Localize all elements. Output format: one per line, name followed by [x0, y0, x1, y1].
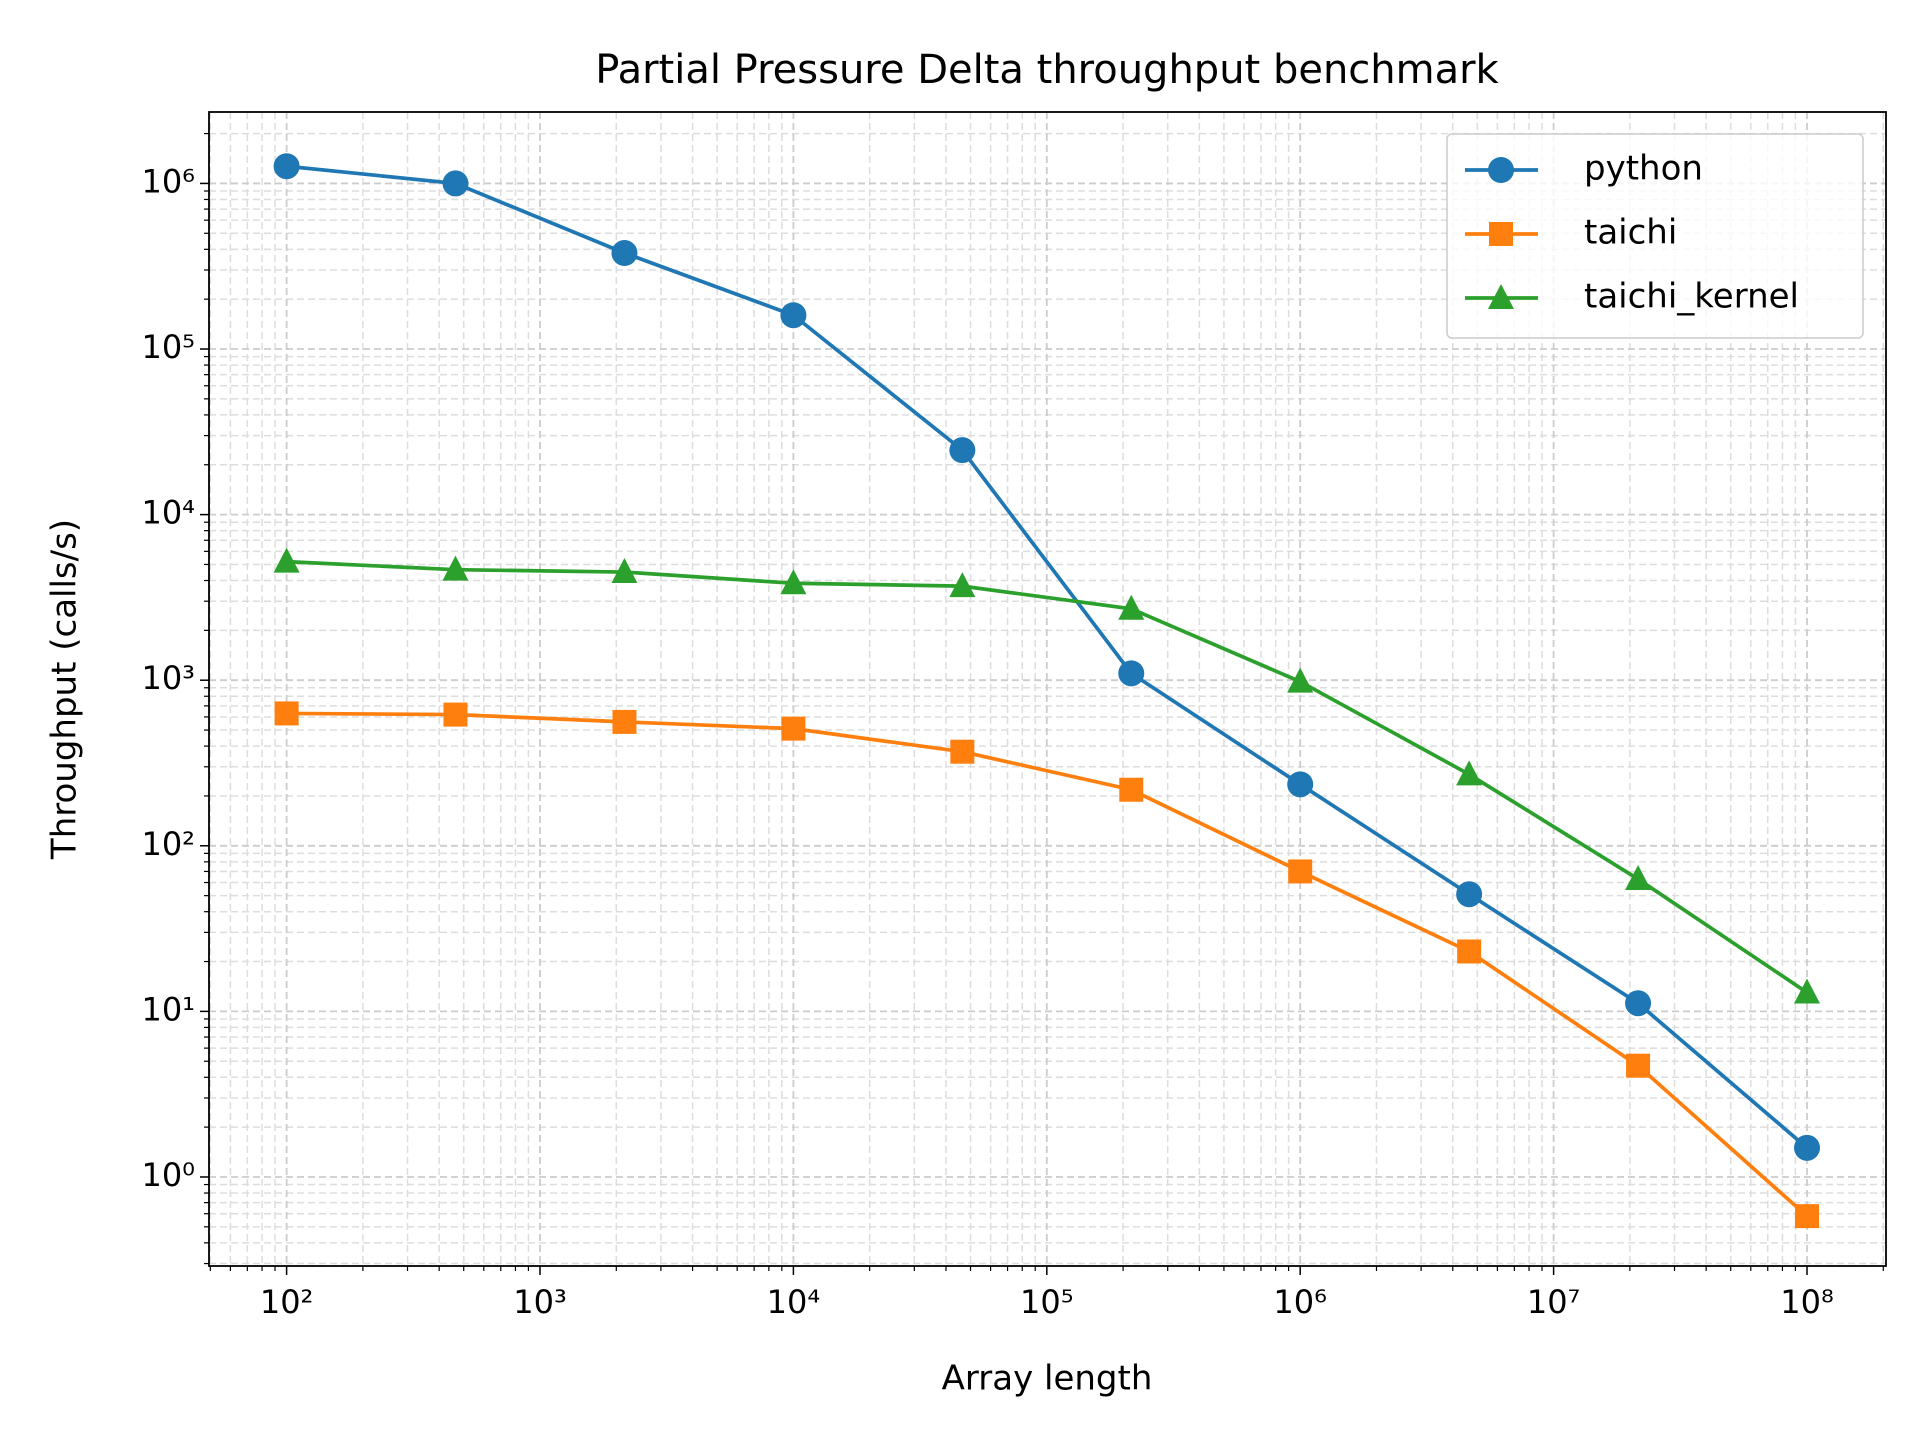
legend: python taichi taichi_kernel: [1446, 133, 1864, 339]
x-tick-label: 10⁴: [767, 1283, 821, 1321]
legend-label: taichi_kernel: [1584, 277, 1799, 317]
y-tick-label: 10⁴: [141, 494, 195, 532]
series-line: [286, 559, 1809, 995]
marker: [274, 701, 299, 726]
marker: [611, 240, 638, 267]
marker: [1489, 222, 1513, 246]
x-tick-label: 10⁶: [1273, 1283, 1327, 1321]
marker: [611, 558, 638, 584]
y-tick-label: 10⁵: [141, 328, 195, 366]
marker: [781, 716, 806, 741]
y-tick-label: 10¹: [141, 990, 195, 1028]
series-line: [286, 711, 1809, 1218]
marker: [1456, 881, 1483, 908]
marker: [949, 572, 976, 598]
marker: [1456, 760, 1483, 786]
x-tick-label: 10⁷: [1527, 1283, 1581, 1321]
marker: [1795, 1204, 1820, 1229]
marker: [442, 170, 469, 197]
marker: [1287, 771, 1314, 798]
chart-title: Partial Pressure Delta throughput benchm…: [595, 47, 1499, 93]
marker: [1488, 157, 1514, 183]
legend-label: taichi: [1584, 213, 1677, 253]
marker: [273, 547, 300, 573]
marker: [1118, 594, 1145, 620]
series-line: [286, 164, 1809, 1150]
marker: [780, 569, 807, 595]
marker: [1118, 660, 1145, 687]
marker: [949, 437, 976, 464]
marker: [950, 739, 975, 764]
marker: [1625, 865, 1652, 891]
marker: [1625, 990, 1652, 1017]
x-tick-label: 10³: [513, 1283, 567, 1321]
marker: [273, 153, 300, 180]
y-tick-label: 10²: [141, 825, 195, 863]
marker: [1287, 667, 1314, 693]
marker: [612, 709, 637, 734]
marker: [1119, 777, 1144, 802]
marker: [1794, 1134, 1821, 1161]
plot-frame: [208, 111, 1887, 1267]
marker: [1626, 1053, 1651, 1078]
marker: [1794, 978, 1821, 1004]
marker: [1288, 859, 1313, 884]
marker: [442, 555, 469, 581]
y-tick-label: 10⁰: [141, 1156, 195, 1194]
grid: [209, 112, 1886, 1266]
y-tick-label: 10³: [141, 659, 195, 697]
marker: [443, 702, 468, 727]
x-tick-label: 10⁵: [1020, 1283, 1074, 1321]
y-tick-label: 10⁶: [141, 162, 195, 200]
x-axis-label: Array length: [942, 1359, 1153, 1399]
x-tick-label: 10⁸: [1780, 1283, 1834, 1321]
marker: [780, 302, 807, 329]
x-tick-label: 10²: [260, 1283, 314, 1321]
y-axis-label: Throughput (calls/s): [45, 519, 85, 860]
legend-box: [1446, 133, 1864, 339]
legend-label: python: [1584, 149, 1703, 189]
marker: [1457, 939, 1482, 964]
marker: [1488, 284, 1514, 309]
